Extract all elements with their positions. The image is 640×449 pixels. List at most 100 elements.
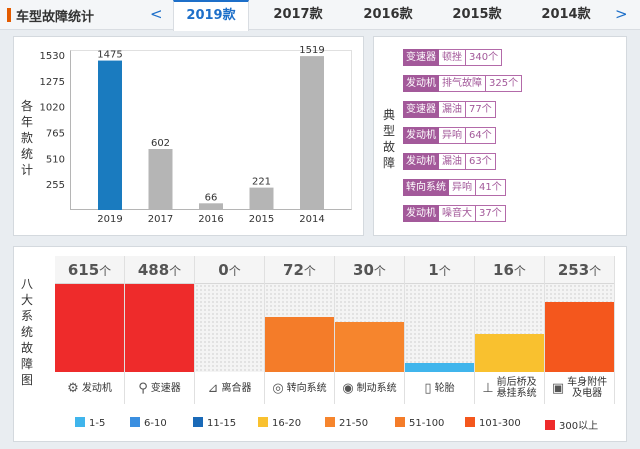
system-level-area [125, 284, 194, 372]
gearshift-icon: ⚲ [138, 380, 148, 396]
fault-item[interactable]: 发动机 排气故障 325个 [403, 75, 523, 92]
system-count: 1个 [405, 256, 474, 284]
system-name: 轮胎 [434, 382, 455, 394]
system-count-unit: 个 [228, 264, 241, 278]
data-label-2017: 602 [151, 138, 170, 149]
legend-item: 300以上 [545, 417, 598, 432]
title-accent-mark [7, 8, 11, 22]
legend-item: 51-100 [395, 417, 444, 429]
system-column[interactable]: 253个 ▣ 车身附件 及电器 [545, 256, 615, 404]
legend-label: 1-5 [89, 418, 106, 429]
system-count-value: 615 [67, 261, 100, 279]
legend-item: 101-300 [465, 417, 521, 429]
system-count-value: 30 [353, 261, 374, 279]
fault-item[interactable]: 发动机 异响 64个 [403, 127, 496, 144]
system-level-fill [125, 284, 194, 372]
system-name: 前后桥及 悬挂系统 [496, 377, 537, 399]
tab-2014[interactable]: 2014款 [541, 7, 591, 22]
fault-count: 64个 [465, 127, 496, 144]
system-level-fill [55, 284, 124, 372]
fault-item[interactable]: 发动机 噪音大 37个 [403, 205, 506, 222]
fault-item[interactable]: 变速器 漏油 77个 [403, 101, 496, 118]
page-title: 车型故障统计 [16, 10, 95, 25]
fault-count: 63个 [465, 153, 496, 170]
prev-arrow-icon[interactable]: < [150, 5, 163, 23]
system-footer: ⊥ 前后桥及 悬挂系统 [475, 372, 544, 404]
typical-faults-side-label: 典 型 故 障 [382, 108, 395, 170]
header-bar: 车型故障统计 < 2019款 2017款 2016款 2015款 2014款 > [0, 0, 640, 31]
legend-swatch [395, 417, 405, 427]
system-level-area [265, 284, 334, 372]
tab-2016[interactable]: 2016款 [363, 7, 413, 22]
y-tick-label: 765 [46, 129, 65, 140]
system-level-area [405, 284, 474, 372]
legend-label: 16-20 [272, 418, 302, 429]
engine-icon: ⚙ [67, 380, 79, 396]
data-label-2016: 66 [205, 192, 218, 203]
system-footer: ▣ 车身附件 及电器 [545, 372, 614, 404]
system-name: 制动系统 [356, 382, 397, 394]
system-column[interactable]: 1个 ▯ 轮胎 [405, 256, 475, 404]
data-label-2019: 1475 [97, 50, 122, 61]
legend-label: 300以上 [559, 421, 599, 432]
system-footer: ⚙ 发动机 [55, 372, 124, 404]
system-count-unit: 个 [303, 264, 316, 278]
system-count-value: 253 [557, 261, 590, 279]
tab-2017[interactable]: 2017款 [273, 7, 323, 22]
system-footer: ◎ 转向系统 [265, 372, 334, 404]
fault-count: 325个 [485, 75, 523, 92]
legend-label: 21-50 [339, 418, 369, 429]
system-column[interactable]: 30个 ◉ 制动系统 [335, 256, 405, 404]
fault-symptom: 异响 [449, 179, 475, 196]
legend-swatch [258, 417, 268, 427]
steering-wheel-icon: ◎ [272, 380, 284, 396]
system-count-unit: 个 [438, 264, 451, 278]
fault-count: 37个 [475, 205, 506, 222]
tab-2015[interactable]: 2015款 [452, 7, 502, 22]
legend-item: 1-5 [75, 417, 105, 429]
system-count: 16个 [475, 256, 544, 284]
legend-label: 101-300 [479, 418, 521, 429]
system-level-area [195, 284, 264, 372]
fault-item[interactable]: 变速器 顿挫 340个 [403, 49, 503, 66]
system-footer: ⚲ 变速器 [125, 372, 194, 404]
fault-item[interactable]: 发动机 漏油 63个 [403, 153, 496, 170]
system-level-fill [475, 334, 544, 372]
system-level-fill [265, 316, 334, 372]
system-level-fill [335, 321, 404, 372]
system-level-area [55, 284, 124, 372]
system-footer: ⊿ 离合器 [195, 372, 264, 404]
fault-item[interactable]: 转向系统 异响 41个 [403, 179, 506, 196]
fault-symptom: 排气故障 [439, 75, 485, 92]
legend-swatch [193, 417, 203, 427]
fault-count: 41个 [475, 179, 506, 196]
fault-category: 变速器 [403, 49, 439, 66]
x-tick-label: 2016 [198, 214, 223, 225]
system-name: 车身附件 及电器 [567, 377, 608, 399]
system-column[interactable]: 488个 ⚲ 变速器 [125, 256, 195, 404]
system-column[interactable]: 72个 ◎ 转向系统 [265, 256, 335, 404]
system-count-value: 1 [428, 261, 439, 279]
system-count: 30个 [335, 256, 404, 284]
bar-2014 [300, 56, 324, 210]
legend-label: 11-15 [207, 418, 237, 429]
system-column[interactable]: 0个 ⊿ 离合器 [195, 256, 265, 404]
system-column[interactable]: 615个 ⚙ 发动机 [55, 256, 125, 404]
system-count: 253个 [545, 256, 614, 284]
system-count: 615个 [55, 256, 124, 284]
bar-2015 [249, 187, 274, 210]
tab-2019[interactable]: 2019款 [173, 0, 249, 31]
system-level-area [545, 284, 614, 372]
axle-suspension-icon: ⊥ [482, 380, 494, 396]
legend-swatch [545, 420, 555, 430]
data-label-2015: 221 [252, 177, 271, 188]
legend-item: 6-10 [130, 417, 167, 429]
fault-category: 发动机 [403, 75, 439, 92]
next-arrow-icon[interactable]: > [615, 5, 628, 23]
system-count: 488个 [125, 256, 194, 284]
fault-symptom: 顿挫 [439, 49, 465, 66]
system-column[interactable]: 16个 ⊥ 前后桥及 悬挂系统 [475, 256, 545, 404]
system-name: 发动机 [81, 382, 112, 394]
y-tick-label: 510 [46, 154, 65, 165]
